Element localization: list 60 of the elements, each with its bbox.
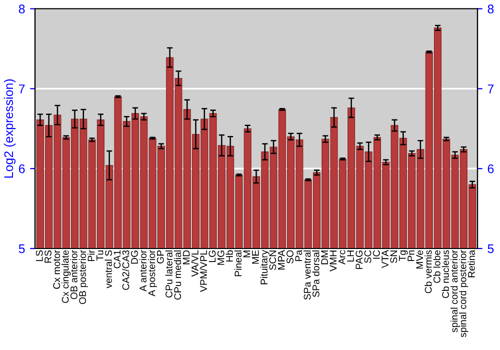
x-tick-label: ventral S <box>104 250 112 288</box>
x-tick-label: DM <box>321 250 328 264</box>
x-tick-label: VMH <box>330 250 337 272</box>
x-tick-label: SCN <box>269 250 276 270</box>
x-tick-label: Arc <box>338 250 346 264</box>
x-tick-label: Cx cingulate <box>62 250 71 303</box>
x-tick-label: A anterior <box>139 250 147 292</box>
x-tick-label: Tg <box>399 250 408 262</box>
x-tick-label: SC <box>364 250 372 263</box>
y-tick-label: 8 <box>18 4 25 14</box>
x-tick-label: SN <box>390 250 398 263</box>
x-tick-label: LH <box>347 250 354 262</box>
x-tick-label: OB posterior <box>78 250 88 304</box>
x-tick-label: VA/VL <box>191 250 198 277</box>
y-axis-title: Log2 (expression) <box>4 79 16 178</box>
x-tick-label: spinal cord posterior <box>459 250 468 338</box>
x-tick-label: SO <box>286 250 294 264</box>
x-tick-label: PAG <box>356 250 363 269</box>
x-tick-label: CPu medial <box>174 250 182 300</box>
x-tick-label: Cb nucleus <box>442 250 449 298</box>
x-tick-label: SPa dorsal <box>312 250 320 297</box>
x-tick-label: MD <box>182 250 190 264</box>
x-tick-label: LS <box>36 250 43 261</box>
x-tick-label: Pn <box>408 250 414 261</box>
x-tick-label: VTA <box>382 250 388 268</box>
x-tick-label: LG <box>208 250 216 262</box>
x-tick-label: GP <box>156 250 164 264</box>
x-tick-label: OB anterior <box>70 250 78 300</box>
x-tick-label: ME <box>252 250 259 264</box>
y-tick-label: 6 <box>18 164 25 174</box>
x-tick-label: IC <box>372 250 380 259</box>
y2-tick-label: 8 <box>488 4 494 14</box>
x-tick-label: Hb <box>226 250 233 262</box>
x-tick-label: Pa <box>295 250 302 261</box>
x-tick-label: Pir <box>88 250 95 261</box>
x-tick-label: Retina <box>468 250 475 278</box>
x-tick-label: Cb vermis <box>424 250 432 294</box>
x-tick-label: Tu <box>96 250 104 261</box>
x-tick-label: RS <box>44 250 52 263</box>
x-tick-label: Cb lobe <box>433 250 440 283</box>
x-tick-label: SPa ventral <box>304 250 311 300</box>
x-tick-label: M <box>243 250 250 258</box>
x-tick-label: spinal cord anterior <box>450 250 460 332</box>
y-tick-label: 5 <box>18 244 25 254</box>
x-tick-label: Cx motor <box>53 250 60 289</box>
x-tick-label: MPA <box>278 250 285 270</box>
x-tick-label: Pineal <box>234 250 242 276</box>
x-tick-label: DG <box>130 250 138 264</box>
y2-tick-label: 6 <box>488 164 494 174</box>
x-tick-label: CA2/CA3 <box>122 250 130 290</box>
x-tick-label: MG <box>217 250 224 265</box>
x-tick-label: CPu lateral <box>165 250 172 298</box>
y-tick-label: 7 <box>18 84 25 94</box>
x-tick-label: CA1 <box>114 250 121 268</box>
x-tick-label: VPM/VPL <box>200 250 208 292</box>
x-tick-label: MVe <box>416 250 424 269</box>
x-tick-label: Pituitary <box>260 250 270 284</box>
y2-tick-label: 7 <box>488 84 494 94</box>
x-tick-label: A posterior <box>148 250 158 296</box>
y2-tick-label: 5 <box>488 244 494 254</box>
